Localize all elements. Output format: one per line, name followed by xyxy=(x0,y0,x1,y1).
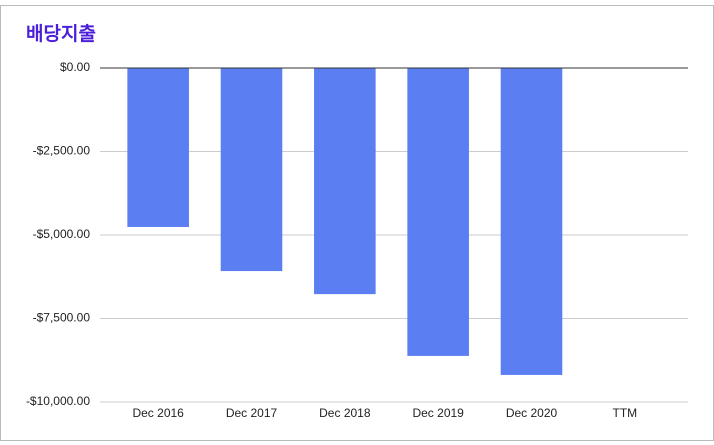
y-tick-label: -$5,000.00 xyxy=(33,227,91,241)
x-tick-label: TTM xyxy=(613,406,638,420)
y-tick-label: $0.00 xyxy=(60,60,90,74)
bar xyxy=(407,68,469,356)
x-tick-label: Dec 2018 xyxy=(319,406,371,420)
y-tick-label: -$10,000.00 xyxy=(26,394,90,408)
bar xyxy=(500,68,563,375)
chart-title: 배당지출 xyxy=(26,23,96,45)
bar xyxy=(314,68,376,295)
x-tick-label: Dec 2016 xyxy=(132,406,184,420)
x-tick-label: Dec 2017 xyxy=(226,406,278,420)
y-tick-label: -$2,500.00 xyxy=(33,144,91,158)
bar xyxy=(220,68,283,272)
x-tick-label: Dec 2019 xyxy=(412,406,464,420)
bar xyxy=(127,68,189,227)
y-tick-label: -$7,500.00 xyxy=(33,311,91,325)
x-tick-label: Dec 2020 xyxy=(506,406,558,420)
